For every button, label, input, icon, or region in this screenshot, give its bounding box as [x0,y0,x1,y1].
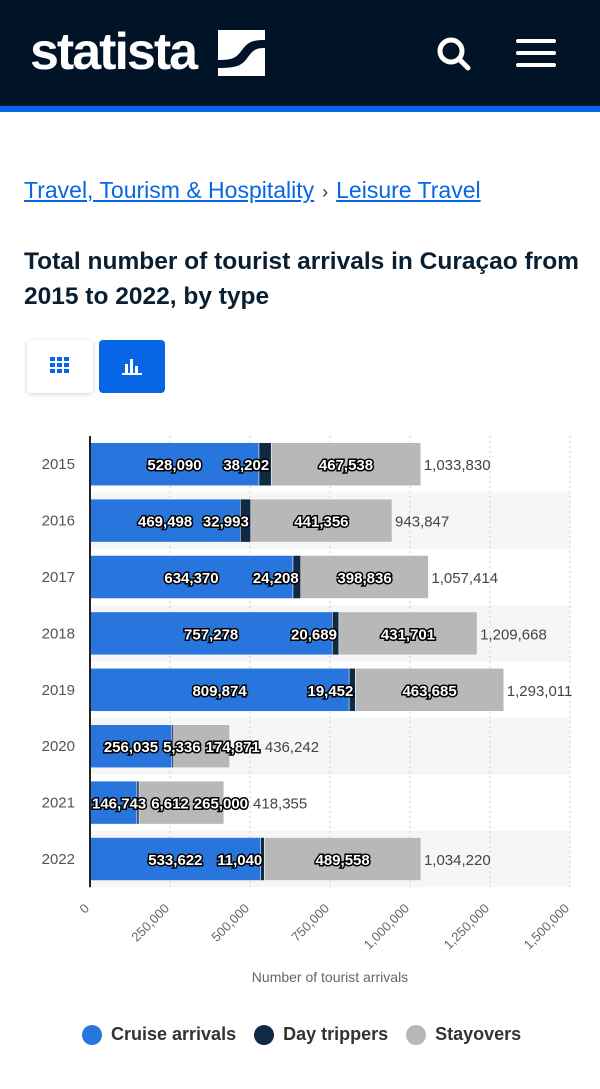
data-label: 256,035 [104,739,158,756]
data-label: 463,685 [402,683,456,700]
total-label: 943,847 [395,514,449,531]
data-label: 265,000 [194,796,248,813]
bar-segment [250,498,393,543]
bar-segment [264,837,422,881]
total-label: 1,293,011 [507,683,573,700]
data-label: 533,622 [148,852,202,869]
legend-item-day-trippers[interactable]: Day trippers [254,1024,388,1045]
total-label: 1,034,220 [424,852,491,869]
data-label: 174,871 [206,739,260,756]
y-tick-label: 2017 [42,569,75,586]
total-label: 436,242 [265,739,319,756]
breadcrumb-travel-tourism[interactable]: Travel, Tourism & Hospitality [24,177,315,203]
data-label: 809,874 [192,683,247,700]
bar-segment [270,442,422,486]
data-label: 32,993 [203,514,249,531]
bar-segment [355,668,505,712]
x-tick-label: 250,000 [128,901,172,945]
data-label: 38,202 [223,457,269,474]
x-tick-label: 750,000 [288,901,332,945]
legend-label: Day trippers [283,1024,389,1044]
data-label: 20,689 [291,626,337,643]
legend-item-stayovers[interactable]: Stayovers [406,1024,521,1045]
data-label: 398,836 [337,570,391,587]
bar-segment [173,724,230,768]
total-label: 1,209,668 [480,626,547,643]
chart-view-button[interactable] [99,340,165,393]
stacked-bar-chart: 2015 528,090 38,202 467,538 1,033,830 2016 469… [42,436,573,985]
data-label: 5,336 [163,739,201,756]
x-tick-label: 500,000 [208,901,252,945]
page-title: Total number of tourist arrivals in Cura… [24,248,579,310]
breadcrumb: Travel, Tourism & Hospitality › Leisure Tr… [24,177,481,204]
table-view-button[interactable] [27,340,93,393]
breadcrumb-separator: › [322,182,329,202]
bar-segment [89,780,138,825]
data-label: 489,558 [316,852,370,869]
y-tick-label: 2016 [42,513,75,530]
bar-segment [89,837,262,881]
data-label: 11,040 [217,852,262,869]
site-header: statista [0,0,600,112]
legend-label: Cruise arrivals [111,1024,237,1044]
bar-segment [89,668,350,712]
total-label: 418,355 [253,796,307,813]
bar-segment [300,555,429,599]
total-label: 1,033,830 [424,457,491,474]
x-axis-title: Number of tourist arrivals [252,969,408,985]
menu-icon[interactable] [516,38,556,68]
x-tick-label: 1,000,000 [361,901,413,953]
x-tick-label: 0 [76,901,92,917]
search-icon[interactable] [434,34,474,74]
y-tick-label: 2015 [42,456,75,473]
data-label: 146,743 [92,796,146,813]
bar-segment [338,611,478,656]
y-tick-label: 2022 [42,851,75,868]
data-label: 441,356 [294,514,348,531]
y-tick-label: 2020 [42,738,75,755]
bar-segment [89,498,241,543]
data-label: 6,612 [151,796,189,813]
table-icon [50,357,69,373]
bar-segment [138,780,225,825]
bar-segment [89,724,173,768]
y-tick-label: 2018 [42,625,75,642]
legend-swatch [254,1024,275,1045]
y-tick-label: 2019 [42,682,75,699]
legend-swatch [82,1024,102,1045]
data-label: 634,370 [164,570,218,587]
data-label: 431,701 [381,626,435,643]
statista-logo-mark-icon [218,30,265,76]
x-tick-label: 1,500,000 [521,901,573,953]
x-tick-label: 1,250,000 [441,901,493,953]
legend-label: Stayovers [435,1024,522,1044]
legend-swatch [406,1024,427,1045]
total-label: 1,057,414 [431,570,498,587]
y-tick-label: 2021 [42,795,75,812]
legend-item-cruise[interactable]: Cruise arrivals [82,1024,236,1045]
data-label: 528,090 [147,457,201,474]
breadcrumb-leisure-travel[interactable]: Leisure Travel [336,177,481,203]
data-label: 757,278 [184,626,238,643]
data-label: 467,538 [319,457,373,474]
data-label: 469,498 [138,514,192,531]
bar-chart-icon [122,359,142,375]
data-label: 24,208 [253,570,299,587]
bar-segment [89,611,333,656]
data-label: 19,452 [307,683,353,700]
statista-logo[interactable]: statista [30,23,198,81]
chart-legend: Cruise arrivals Day trippers Stayovers [82,1024,521,1045]
